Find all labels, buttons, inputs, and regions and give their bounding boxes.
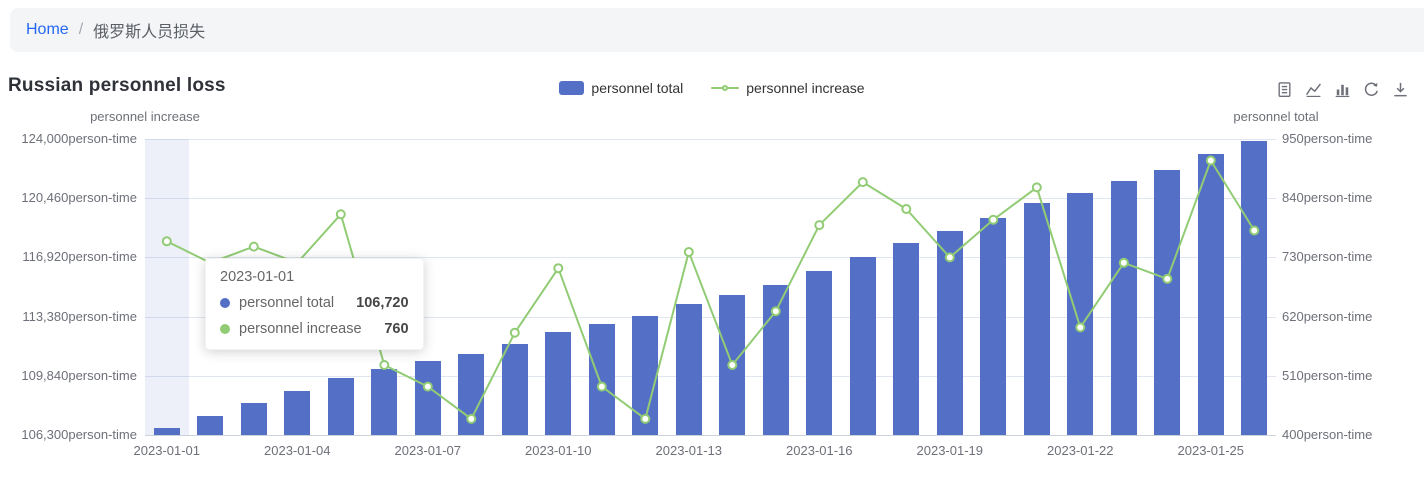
bar-2023-01-16[interactable] <box>806 271 833 435</box>
y-axis-label-right: 510person-time <box>1282 367 1373 383</box>
bar-2023-01-02[interactable] <box>197 415 224 435</box>
tooltip-row: personnel increase 760 <box>220 321 409 337</box>
line-chart-icon[interactable] <box>1304 80 1323 99</box>
tooltip-date: 2023-01-01 <box>220 269 295 285</box>
x-axis-label: 2023-01-01 <box>133 443 201 458</box>
x-axis-label: 2023-01-22 <box>1047 443 1114 458</box>
line-point-2023-01-21[interactable] <box>1031 182 1042 193</box>
bar-2023-01-23[interactable] <box>1110 181 1137 435</box>
bar-2023-01-22[interactable] <box>1067 193 1094 435</box>
bar-2023-01-17[interactable] <box>849 256 876 435</box>
y-axis-label-right: 730person-time <box>1282 249 1373 265</box>
right-axis-name: personnel total <box>1233 109 1319 124</box>
line-point-2023-01-09[interactable] <box>509 327 520 338</box>
bar-2023-01-13[interactable] <box>675 304 702 435</box>
y-axis-label-right: 950person-time <box>1282 131 1373 146</box>
bar-2023-01-20[interactable] <box>980 217 1007 435</box>
breadcrumb: Home / 俄罗斯人员损失 <box>10 8 1424 52</box>
bar-2023-01-05[interactable] <box>327 377 354 435</box>
y-axis-label-right: 400person-time <box>1282 427 1373 442</box>
bar-2023-01-04[interactable] <box>284 391 311 435</box>
y-axis-label-left: 109,840person-time <box>21 367 137 383</box>
bar-2023-01-15[interactable] <box>762 284 789 435</box>
line-point-2023-01-03[interactable] <box>248 241 259 252</box>
line-point-2023-01-18[interactable] <box>901 204 912 214</box>
left-axis-name: personnel increase <box>90 109 200 124</box>
bar-2023-01-10[interactable] <box>545 331 572 435</box>
gridline <box>145 198 1276 200</box>
line-point-2023-01-13[interactable] <box>683 247 694 257</box>
bar-2023-01-03[interactable] <box>240 403 267 435</box>
bar-2023-01-01[interactable] <box>153 427 180 435</box>
bar-2023-01-07[interactable] <box>414 360 441 435</box>
line-point-2023-01-06[interactable] <box>379 360 390 370</box>
legend-label: personnel total <box>591 80 684 96</box>
gridline <box>145 375 1276 377</box>
y-axis-label-left: 124,000person-time <box>21 131 137 146</box>
bar-2023-01-25[interactable] <box>1197 154 1224 435</box>
y-axis-label-right: 840person-time <box>1282 190 1373 206</box>
personnel-total-series-dot <box>220 298 230 308</box>
line-point-2023-01-10[interactable] <box>553 263 564 274</box>
x-axis-label: 2023-01-07 <box>394 443 462 458</box>
bar-chart-icon[interactable] <box>1333 80 1352 99</box>
x-axis-label: 2023-01-19 <box>916 443 984 458</box>
download-icon[interactable] <box>1391 80 1410 99</box>
gridline <box>145 139 1276 140</box>
bar-2023-01-18[interactable] <box>893 243 920 435</box>
bar-2023-01-14[interactable] <box>719 295 746 435</box>
hover-highlight-band <box>145 139 189 435</box>
x-axis-label: 2023-01-13 <box>655 443 723 458</box>
y-axis-label-left: 106,300person-time <box>21 427 137 442</box>
line-point-2023-01-17[interactable] <box>857 177 868 188</box>
legend: personnel total personnel increase <box>0 80 1424 96</box>
legend-item-personnel-increase[interactable]: personnel increase <box>711 80 865 96</box>
bar-series-swatch <box>559 81 585 95</box>
y-axis-label-left: 120,460person-time <box>21 190 137 206</box>
bar-2023-01-09[interactable] <box>501 343 528 435</box>
breadcrumb-current: 俄罗斯人员损失 <box>93 24 206 41</box>
bar-2023-01-24[interactable] <box>1154 169 1181 435</box>
x-axis-label: 2023-01-10 <box>525 443 592 458</box>
tooltip-value: 760 <box>384 321 409 337</box>
plot-area: 106,300person-time 109,840person-time 113,… <box>0 52 1424 480</box>
line-point-2023-01-16[interactable] <box>814 220 825 231</box>
bar-2023-01-08[interactable] <box>458 353 485 435</box>
bar-2023-01-06[interactable] <box>371 368 398 435</box>
tooltip-label: personnel total <box>239 295 335 311</box>
chart-panel: Russian personnel loss personnel total p… <box>0 52 1424 480</box>
tooltip: 2023-01-01 personnel total 106,720 perso… <box>205 258 424 350</box>
breadcrumb-separator: / <box>78 21 84 38</box>
tooltip-label: personnel increase <box>239 321 362 337</box>
bar-2023-01-21[interactable] <box>1023 203 1050 435</box>
x-axis-label: 2023-01-16 <box>786 443 853 458</box>
bar-2023-01-19[interactable] <box>936 230 963 435</box>
x-axis-line <box>145 435 1276 436</box>
bar-2023-01-26[interactable] <box>1241 141 1268 435</box>
y-axis-label-right: 620person-time <box>1282 308 1373 324</box>
page-title: Russian personnel loss <box>8 75 226 96</box>
personnel-increase-series-dot <box>220 324 230 334</box>
line-series-swatch <box>711 81 740 95</box>
x-axis-label: 2023-01-04 <box>264 443 331 458</box>
y-axis-label-left: 113,380person-time <box>22 308 137 324</box>
bar-2023-01-12[interactable] <box>632 316 659 435</box>
toolbox <box>1275 80 1410 99</box>
tooltip-value: 106,720 <box>356 295 409 311</box>
bar-2023-01-11[interactable] <box>588 323 615 435</box>
x-axis-label: 2023-01-25 <box>1177 443 1245 458</box>
line-point-2023-01-05[interactable] <box>335 209 346 220</box>
breadcrumb-home-link[interactable]: Home <box>26 21 69 38</box>
legend-item-personnel-total[interactable]: personnel total <box>559 80 683 96</box>
restore-icon[interactable] <box>1362 80 1381 99</box>
tooltip-row: personnel total 106,720 <box>220 295 409 311</box>
y-axis-label-left: 116,920person-time <box>22 249 137 265</box>
legend-label: personnel increase <box>746 80 865 96</box>
data-view-icon[interactable] <box>1275 80 1294 99</box>
